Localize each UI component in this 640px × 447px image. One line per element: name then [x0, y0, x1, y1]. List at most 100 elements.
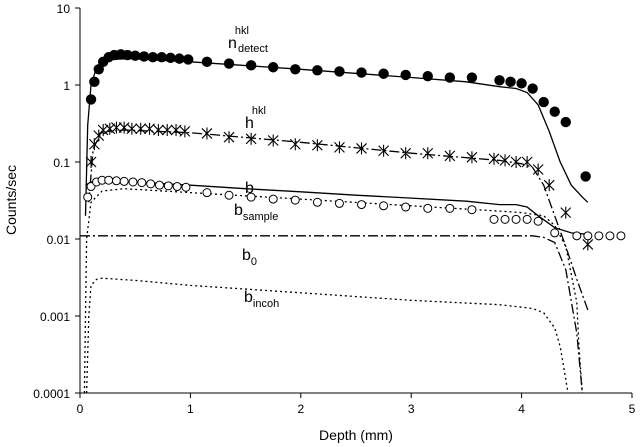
data-point-hhkl	[245, 132, 257, 145]
data-point-hhkl	[144, 122, 155, 135]
data-point-ndetect	[138, 51, 150, 62]
series-line-b0	[80, 235, 583, 394]
data-point-b	[550, 228, 560, 238]
data-point-b	[312, 197, 322, 207]
data-point-hhkl	[111, 121, 122, 134]
data-point-ndetect	[223, 58, 235, 69]
data-point-b	[290, 195, 300, 205]
data-point-b	[128, 177, 138, 187]
annotation-bsample: bsample	[234, 202, 278, 223]
series-line-bsample	[83, 188, 583, 394]
data-point-ndetect	[89, 76, 100, 88]
annotation-bincoh: bincoh	[244, 289, 279, 310]
y-tick-label: 1	[63, 79, 70, 93]
data-point-b	[268, 194, 278, 204]
data-point-ndetect	[527, 83, 538, 94]
data-point-b	[616, 231, 626, 241]
data-point-ndetect	[580, 171, 591, 182]
data-point-ndetect	[538, 96, 549, 108]
y-tick-labels: 0.0001 0.001 0.01 0.1 1 10	[33, 2, 80, 401]
data-point-hhkl	[532, 163, 544, 176]
data-point-hhkl	[97, 124, 109, 137]
data-point-ndetect	[444, 72, 456, 83]
data-point-ndetect	[356, 67, 367, 78]
data-point-hhkl	[93, 129, 105, 142]
data-point-ndetect	[85, 94, 97, 105]
data-point-hhkl	[179, 125, 191, 138]
data-point-hhkl	[543, 179, 555, 192]
data-point-b	[202, 188, 212, 198]
data-point-hhkl	[289, 138, 301, 151]
data-point-ndetect	[174, 53, 185, 64]
data-point-hhkl	[161, 124, 173, 137]
data-point-ndetect	[156, 51, 167, 63]
plot-series-markers	[83, 49, 626, 251]
data-point-ndetect	[290, 64, 301, 75]
data-point-ndetect	[505, 76, 516, 88]
data-point-ndetect	[165, 52, 176, 64]
data-point-b	[445, 203, 455, 213]
data-point-hhkl	[152, 124, 164, 137]
series-line-bincoh	[85, 277, 569, 394]
data-point-b	[163, 181, 173, 191]
data-point-ndetect	[312, 65, 323, 76]
data-point-hhkl	[356, 142, 367, 155]
data-point-b	[522, 214, 532, 224]
data-point-ndetect	[422, 71, 433, 82]
data-point-hhkl	[466, 151, 478, 164]
y-tick-label: 10	[57, 2, 71, 16]
annotation-hhkl: hhkl	[245, 105, 266, 132]
data-point-ndetect	[516, 78, 527, 89]
data-point-b	[511, 214, 521, 224]
data-point-hhkl	[126, 122, 138, 135]
data-point-ndetect	[549, 106, 560, 117]
data-point-b	[104, 175, 114, 185]
x-tick-labels: 0 1 2 3 4 5	[77, 393, 636, 416]
y-tick-label: 0.001	[40, 310, 70, 324]
data-point-hhkl	[400, 147, 412, 160]
x-tick-label: 2	[297, 402, 304, 416]
data-point-b	[137, 178, 147, 188]
data-point-b	[572, 231, 582, 241]
data-point-ndetect	[400, 69, 411, 81]
data-point-hhkl	[135, 122, 147, 135]
data-point-b	[83, 192, 93, 202]
data-point-hhkl	[499, 154, 511, 167]
data-point-b	[467, 205, 477, 215]
data-point-b	[583, 231, 593, 241]
series-line-hhkl	[88, 129, 589, 311]
data-point-hhkl	[118, 121, 130, 134]
curve-annotations: nhkl detect hhkl b bsample b0 bincoh	[228, 25, 279, 310]
data-point-hhkl	[510, 156, 522, 168]
annotation-b0: b0	[242, 247, 257, 268]
data-point-b	[423, 203, 433, 213]
data-point-b	[500, 214, 510, 224]
data-point-ndetect	[245, 60, 257, 71]
data-point-b	[181, 182, 191, 192]
data-point-hhkl	[170, 124, 182, 137]
data-point-b	[224, 190, 234, 200]
y-tick-label: 0.1	[53, 156, 70, 170]
data-point-hhkl	[422, 147, 434, 160]
data-point-hhkl	[444, 149, 456, 162]
data-point-ndetect	[182, 54, 194, 65]
x-tick-label: 4	[518, 402, 525, 416]
data-point-hhkl	[201, 127, 213, 140]
data-point-ndetect	[560, 116, 571, 128]
x-tick-label: 3	[408, 402, 415, 416]
x-tick-label: 5	[629, 402, 636, 416]
data-point-ndetect	[130, 50, 141, 61]
data-point-b	[146, 179, 156, 189]
data-point-b	[594, 231, 604, 241]
x-tick-label: 0	[77, 402, 84, 416]
y-tick-label: 0.01	[47, 233, 71, 247]
x-tick-label: 1	[187, 402, 194, 416]
data-point-hhkl	[560, 206, 572, 219]
data-point-ndetect	[268, 62, 279, 73]
annotation-b: b	[245, 180, 254, 197]
data-point-hhkl	[582, 238, 594, 251]
data-point-hhkl	[104, 122, 116, 135]
data-point-ndetect	[466, 72, 478, 83]
data-point-b	[489, 214, 499, 224]
data-point-ndetect	[378, 68, 389, 79]
